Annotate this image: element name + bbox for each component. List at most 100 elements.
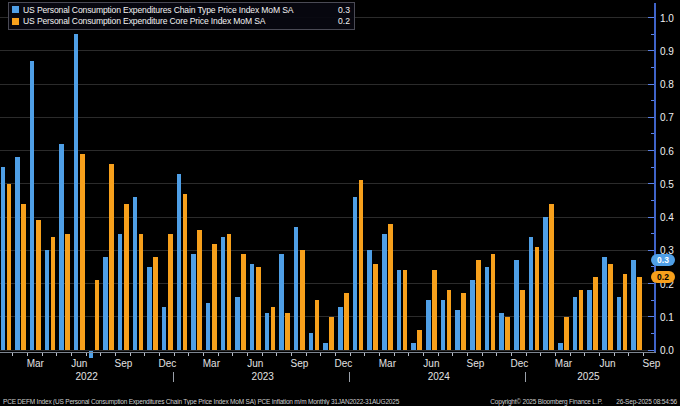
- x-axis-month-tick: [188, 353, 189, 356]
- year-label: 2023: [252, 371, 274, 382]
- x-axis-label: Mar: [555, 358, 572, 369]
- bar-headline: [30, 61, 35, 350]
- gridline: [0, 50, 655, 51]
- y-axis-major-tick: [648, 150, 654, 151]
- bloomberg-pce-chart: 0.00.10.20.30.40.50.60.70.80.91.00.30.2M…: [0, 0, 680, 406]
- bar-headline: [191, 254, 196, 350]
- x-axis-month-tick: [643, 353, 644, 356]
- x-axis-month-tick: [306, 353, 307, 356]
- y-axis-major-tick: [648, 84, 654, 85]
- bar-core: [315, 300, 320, 350]
- y-axis-label: 0.5: [660, 178, 674, 189]
- bar-core: [520, 290, 525, 350]
- x-axis-label: Mar: [203, 358, 220, 369]
- legend-value-headline: 0.3: [338, 5, 350, 15]
- bar-headline: [59, 144, 64, 350]
- bar-core: [593, 277, 598, 350]
- bar-headline: [441, 300, 446, 350]
- x-axis-month-tick: [423, 353, 424, 356]
- legend-value-core: 0.2: [338, 16, 350, 26]
- y-axis-major-tick: [648, 117, 654, 118]
- x-axis-month-tick: [174, 353, 175, 356]
- legend-panel: US Personal Consumption Expenditures Cha…: [8, 2, 355, 30]
- bar-core: [491, 254, 496, 350]
- bar-core: [95, 280, 100, 350]
- bar-core: [447, 290, 452, 350]
- bar-headline: [162, 307, 167, 350]
- bar-headline: [397, 270, 402, 350]
- bar-headline: [602, 257, 607, 350]
- bar-core: [549, 204, 554, 350]
- x-axis-month-tick: [379, 353, 380, 356]
- bar-core: [403, 270, 408, 350]
- bar-core: [623, 274, 628, 350]
- x-axis-label: Dec: [335, 358, 353, 369]
- y-axis-minor-tick: [651, 67, 654, 68]
- bar-headline: [514, 260, 519, 350]
- y-axis-minor-tick: [651, 133, 654, 134]
- bar-headline: [74, 34, 79, 350]
- bar-core: [197, 230, 202, 350]
- bar-core: [65, 234, 70, 350]
- x-axis-month-tick: [144, 353, 145, 356]
- year-divider: [349, 372, 350, 382]
- x-axis-month-tick: [335, 353, 336, 356]
- bar-headline: [382, 234, 387, 350]
- x-axis-month-tick: [584, 353, 585, 356]
- bar-core: [300, 250, 305, 350]
- y-axis-minor-tick: [651, 333, 654, 334]
- footer: PCE DEFM Index (US Personal Consumption …: [0, 398, 680, 405]
- x-axis-month-tick: [56, 353, 57, 356]
- y-axis-major-tick: [648, 283, 654, 284]
- y-axis-minor-tick: [651, 233, 654, 234]
- bar-headline: [103, 257, 108, 350]
- gridline: [0, 84, 655, 85]
- y-axis-minor-tick: [651, 266, 654, 267]
- x-axis-label: Jun: [599, 358, 615, 369]
- bar-headline: [411, 343, 416, 350]
- bar-headline: [617, 297, 622, 350]
- bar-core: [564, 317, 569, 350]
- footer-timestamp: 26-Sep-2025 08:54:56: [616, 398, 680, 405]
- bar-headline: [45, 250, 50, 350]
- x-axis-month-tick: [555, 353, 556, 356]
- bar-headline: [279, 254, 284, 350]
- y-axis-label: 0.4: [660, 212, 674, 223]
- bar-headline: [250, 264, 255, 350]
- bar-core: [21, 204, 26, 350]
- gridline: [0, 117, 655, 118]
- x-axis-month-tick: [203, 353, 204, 356]
- x-axis-month-tick: [394, 353, 395, 356]
- bar-core: [271, 307, 276, 350]
- bar-core: [637, 277, 642, 350]
- bar-core: [227, 234, 232, 350]
- bar-headline: [470, 280, 475, 350]
- bar-headline: [631, 260, 636, 350]
- x-axis-label: Jun: [71, 358, 87, 369]
- x-axis-label: Mar: [27, 358, 44, 369]
- x-axis-month-tick: [511, 353, 512, 356]
- bar-core: [505, 317, 510, 350]
- x-axis-month-tick: [320, 353, 321, 356]
- legend-item-core[interactable]: US Personal Consumption Expenditure Core…: [12, 16, 350, 28]
- x-axis-label: Dec: [511, 358, 529, 369]
- bar-headline: [323, 343, 328, 350]
- bar-core: [285, 313, 290, 350]
- bar-headline: [558, 343, 563, 350]
- x-axis-month-tick: [452, 353, 453, 356]
- x-axis-label: Sep: [290, 358, 308, 369]
- bar-headline: [367, 250, 372, 350]
- footer-copyright: Copyright© 2025 Bloomberg Finance L.P.: [476, 398, 616, 405]
- plot-area[interactable]: 0.00.10.20.30.40.50.60.70.80.91.00.30.2M…: [0, 0, 680, 406]
- x-axis-month-tick: [262, 353, 263, 356]
- x-axis-month-tick: [115, 353, 116, 356]
- legend-swatch-headline-icon: [12, 6, 19, 13]
- last-value-badge-headline: 0.3: [651, 254, 675, 266]
- bar-core: [7, 184, 12, 350]
- bar-headline: [147, 267, 152, 350]
- legend-item-headline[interactable]: US Personal Consumption Expenditures Cha…: [12, 4, 350, 16]
- y-axis-minor-tick: [651, 167, 654, 168]
- bar-headline: [529, 237, 534, 350]
- bar-headline: [15, 157, 20, 350]
- bar-headline: [485, 267, 490, 350]
